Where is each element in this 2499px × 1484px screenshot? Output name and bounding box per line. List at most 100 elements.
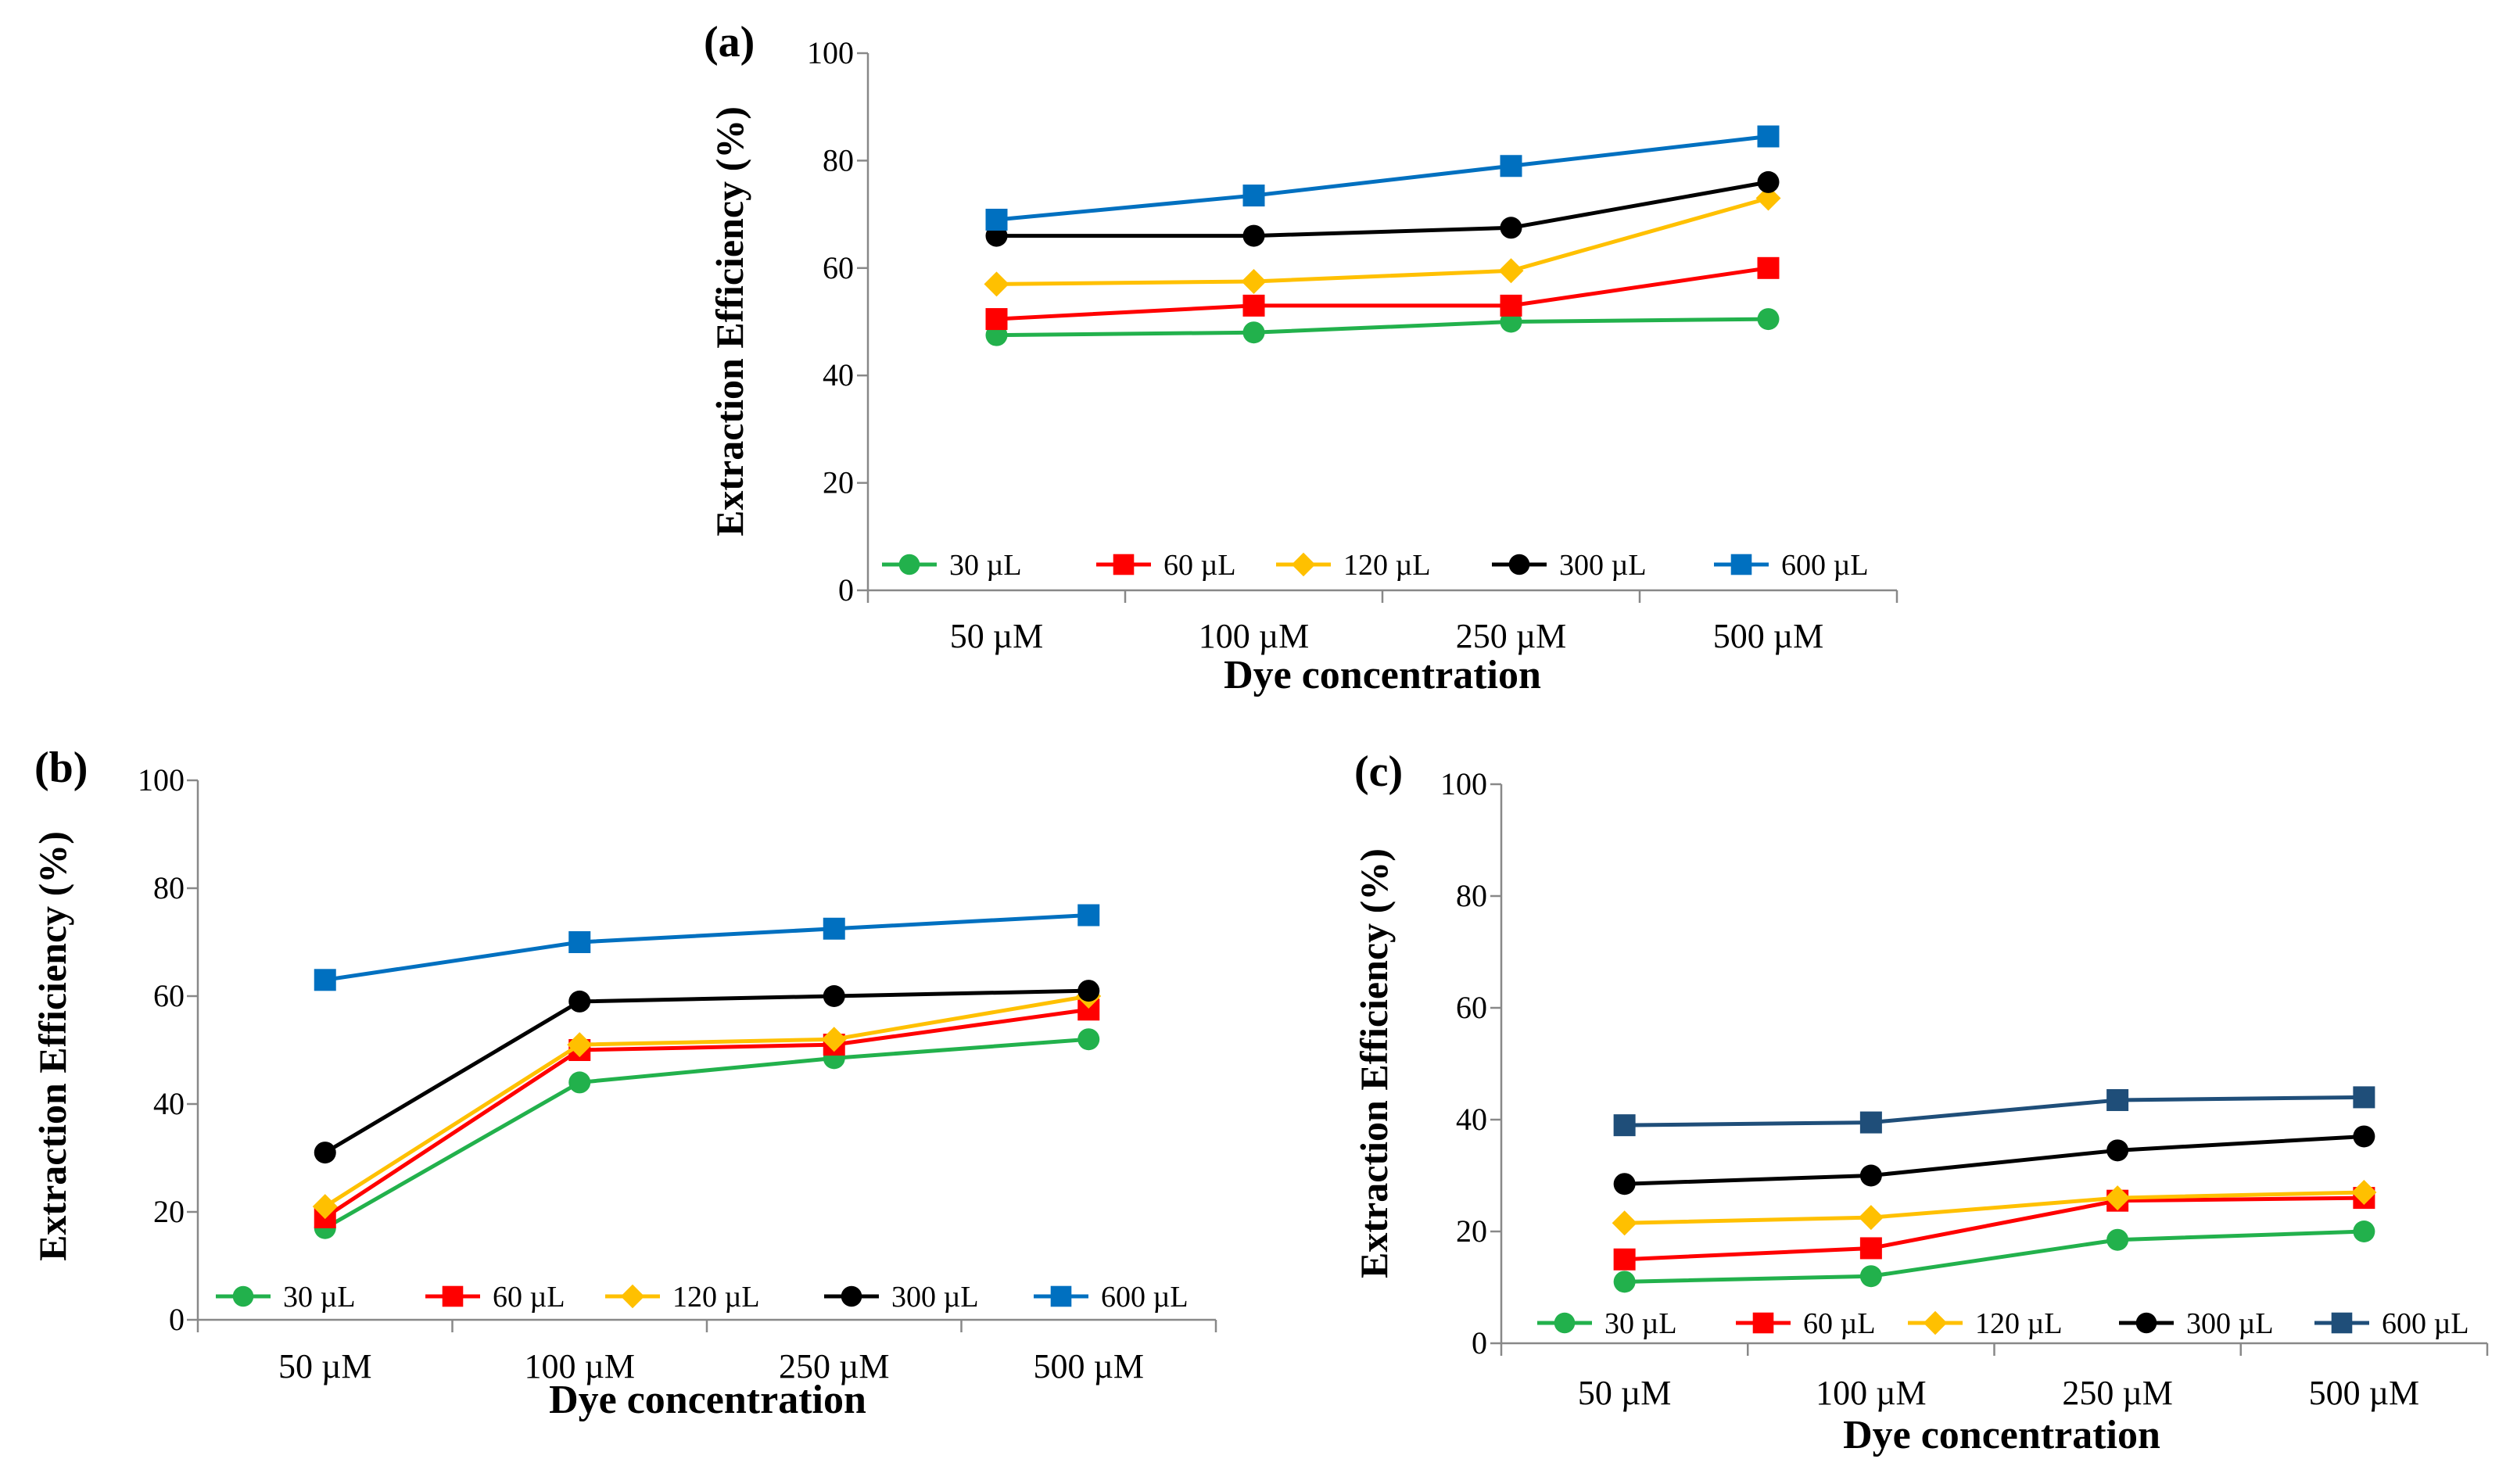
legend-label: 600 µL [1781,549,1869,582]
series-1 [985,256,1780,331]
x-tick-label: 100 µM [1199,617,1309,655]
legend-label: 30 µL [949,549,1022,582]
data-point [2106,1088,2129,1111]
legend-marker [1050,1285,1072,1307]
data-point [1612,1210,1637,1236]
x-axis-title: Dye concentration [1843,1413,2160,1457]
y-tick-label: 60 [823,250,854,285]
legend-label: 120 µL [1343,549,1431,582]
legend: 30 µL 60 µL 120 µL 300 µL 600 µL [216,1281,1189,1314]
data-point [1859,1164,1882,1187]
legend-label: 600 µL [2382,1307,2469,1340]
legend-marker [898,554,920,575]
y-tick-label: 60 [153,978,185,1013]
series-line [996,266,1769,321]
legend-marker [2135,1312,2157,1334]
x-tick-label: 250 µM [779,1347,889,1385]
series-2 [312,984,1102,1220]
legend-marker [232,1285,254,1307]
data-point [1757,170,1780,193]
series-4 [985,125,1780,231]
data-point [985,208,1008,231]
y-tick-label: 20 [1456,1213,1487,1249]
data-point [821,1027,847,1052]
x-tick-label: 500 µM [2309,1374,2419,1412]
data-point [1613,1271,1636,1293]
data-point [2106,1139,2129,1162]
data-point [984,271,1009,297]
data-point [985,308,1008,331]
y-tick-label: 0 [169,1302,185,1337]
legend-label: 60 µL [1803,1307,1876,1340]
data-point [1077,1028,1100,1051]
data-point [823,985,845,1007]
data-point [2353,1086,2375,1109]
data-point [1859,1237,1882,1260]
legend-label: 300 µL [891,1281,979,1314]
legend-marker [1113,554,1135,575]
series-2 [984,185,1781,297]
panel-label: (a) [704,18,755,66]
data-point [1858,1205,1884,1231]
series-0 [314,1028,1100,1239]
x-tick-label: 500 µM [1034,1347,1144,1385]
data-point [823,917,845,940]
data-point [568,990,591,1013]
series-3 [314,980,1100,1164]
y-tick-label: 100 [807,35,854,70]
x-tick-label: 100 µM [1816,1374,1926,1412]
legend-label: 300 µL [1559,549,1647,582]
series-line [1624,1134,2365,1186]
series-line [1624,1095,2365,1127]
panel-label: (b) [34,744,88,792]
data-point [1500,217,1522,239]
legend-marker [1730,554,1752,575]
chart-panel-1: 0 20 40 60 80 100 50 µM 100 µM 250 µM 500 µM Dye c… [30,744,1217,1422]
y-axis-title: Extraction Efficiency (%) [30,831,74,1261]
y-tick-label: 0 [838,572,854,608]
series-line [324,994,1089,1209]
data-point [568,931,591,953]
legend-marker [620,1284,645,1309]
y-axis-title: Extraction Efficiency (%) [1352,848,1396,1278]
x-tick-label: 250 µM [1456,617,1566,655]
data-point [1613,1173,1636,1195]
y-tick-label: 80 [1456,878,1487,913]
x-axis-title: Dye concentration [1224,653,1541,697]
x-tick-label: 50 µM [278,1347,371,1385]
series-line [324,913,1089,982]
series-line [324,988,1089,1155]
x-tick-label: 50 µM [950,617,1043,655]
legend-label: 120 µL [1975,1307,2063,1340]
legend-label: 600 µL [1101,1281,1189,1314]
y-tick-label: 80 [823,142,854,177]
series-line [996,134,1769,222]
data-point [2353,1125,2375,1148]
series-3 [1613,1125,2375,1195]
data-point [1757,256,1780,279]
y-tick-label: 40 [823,357,854,393]
y-tick-label: 40 [1456,1102,1487,1137]
data-point [1242,224,1265,247]
legend-label: 120 µL [672,1281,760,1314]
legend: 30 µL 60 µL 120 µL 300 µL 600 µL [882,549,1869,582]
data-point [1242,321,1265,344]
y-tick-label: 100 [1440,766,1487,801]
data-point [567,1032,593,1058]
legend-marker [1554,1312,1576,1334]
data-point [1241,268,1267,294]
y-tick-label: 0 [1472,1325,1487,1360]
series-line [1624,1195,2365,1262]
y-tick-label: 60 [1456,990,1487,1025]
data-point [1242,185,1265,207]
data-point [1500,155,1522,177]
data-point [314,969,336,991]
data-point [2351,1179,2377,1205]
data-point [1613,1114,1636,1137]
chart-panel-2: 0 20 40 60 80 100 50 µM 100 µM 250 µM 500 µM Dye c… [1352,747,2489,1457]
legend-marker [442,1285,464,1307]
y-tick-label: 100 [138,762,185,798]
data-point [2105,1185,2131,1211]
data-point [1757,308,1780,331]
